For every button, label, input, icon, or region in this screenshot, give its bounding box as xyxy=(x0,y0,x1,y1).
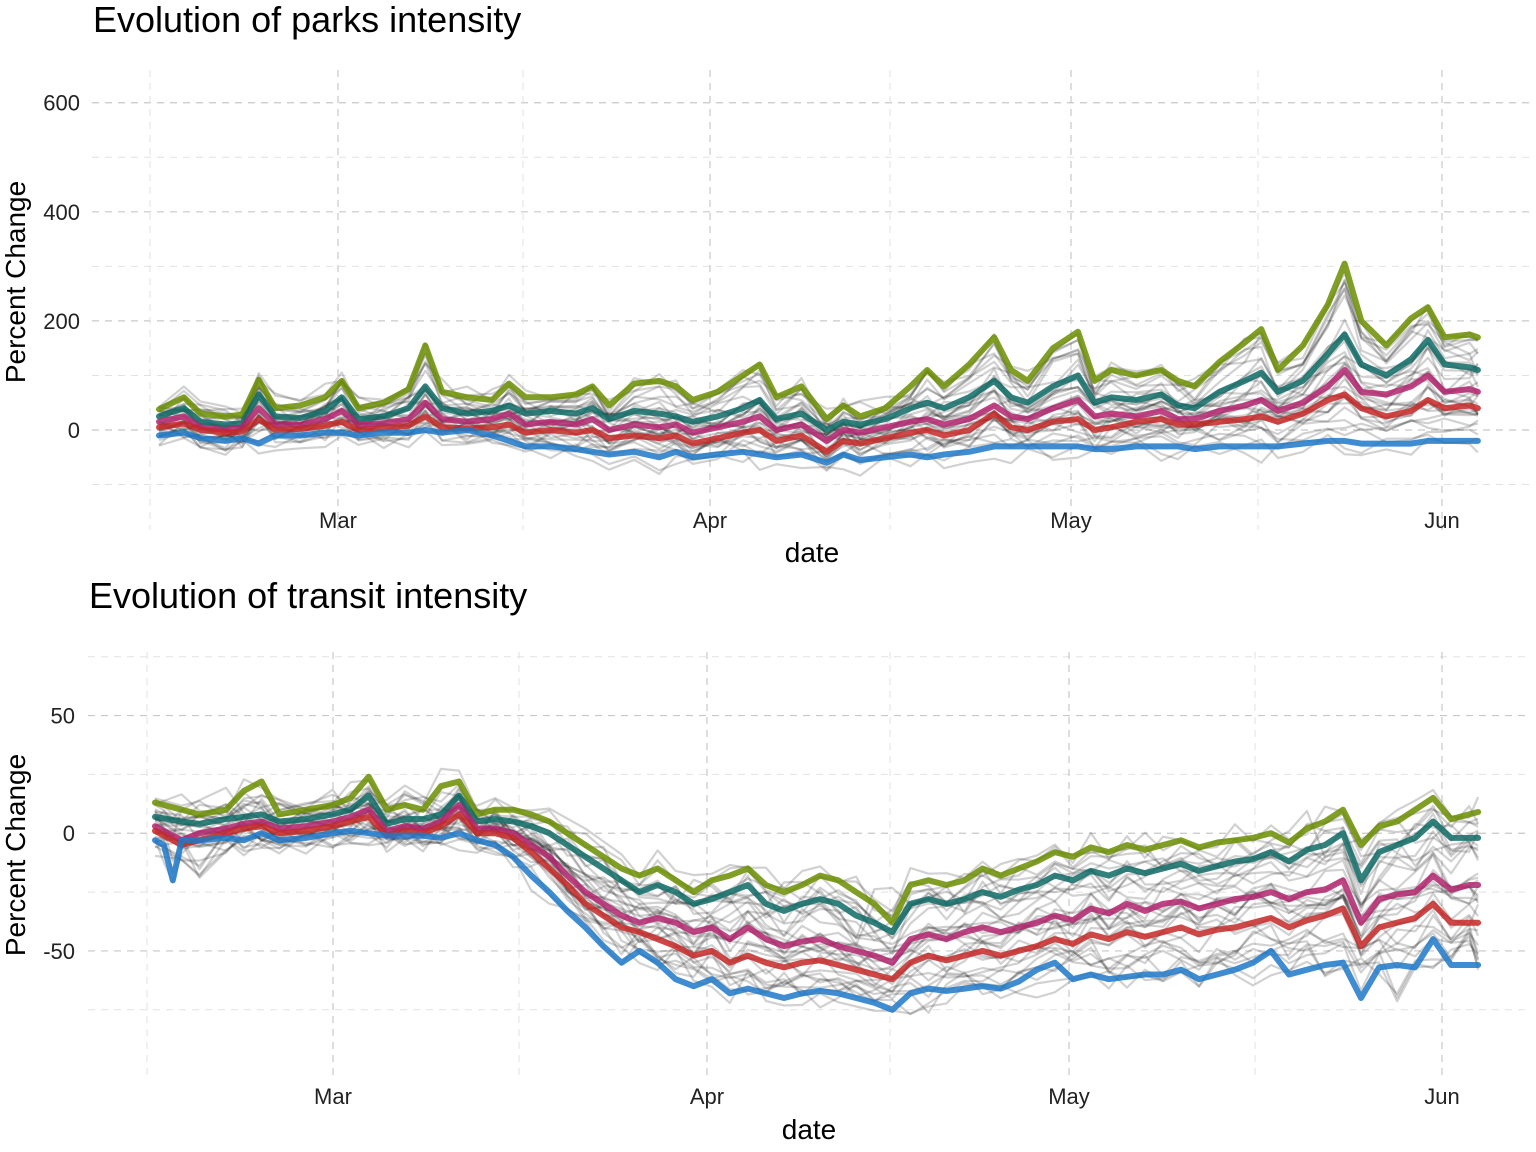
parks-chart: Evolution of parks intensity date Percen… xyxy=(0,0,1530,568)
series-line xyxy=(152,827,1482,1013)
series-line xyxy=(152,811,1482,983)
series-line xyxy=(156,260,1481,423)
background-series-line xyxy=(154,821,1479,998)
y-axis-title: Percent Change xyxy=(0,754,31,956)
x-tick-label: Jun xyxy=(1424,1084,1459,1109)
y-tick-label: 0 xyxy=(68,418,80,443)
series-line xyxy=(156,391,1481,455)
grid-layer xyxy=(92,70,1530,530)
y-tick-label: 600 xyxy=(43,91,80,116)
y-axis-title: Percent Change xyxy=(0,181,31,383)
x-axis-title: date xyxy=(782,1114,837,1145)
background-series-line xyxy=(154,815,1479,993)
series-line xyxy=(156,427,1481,466)
background-series-line xyxy=(154,801,1480,987)
series-line xyxy=(152,792,1482,936)
background-series-line xyxy=(154,807,1480,986)
x-tick-label: Apr xyxy=(693,508,727,533)
x-tick-label: Jun xyxy=(1424,508,1459,533)
chart-title: Evolution of transit intensity xyxy=(89,575,527,616)
y-tick-label: -50 xyxy=(43,939,75,964)
x-tick-label: May xyxy=(1048,1084,1090,1109)
x-tick-label: Mar xyxy=(314,1084,352,1109)
series-line xyxy=(152,773,1482,926)
y-tick-label: 50 xyxy=(51,704,75,729)
x-tick-label: Apr xyxy=(690,1084,724,1109)
background-series-line xyxy=(154,793,1480,969)
background-series-line xyxy=(154,826,1480,1016)
x-tick-label: Mar xyxy=(319,508,357,533)
background-series-line xyxy=(158,279,1479,436)
background-series-line xyxy=(154,791,1480,934)
y-tick-label: 400 xyxy=(43,200,80,225)
background-series-line xyxy=(154,790,1479,932)
series-line xyxy=(156,331,1481,433)
series-layer xyxy=(152,773,1482,1013)
series-layer xyxy=(156,260,1481,466)
series-line xyxy=(156,367,1481,444)
background-series-line xyxy=(154,788,1479,956)
grid-layer xyxy=(88,652,1530,1078)
y-tick-label: 200 xyxy=(43,309,80,334)
chart-title: Evolution of parks intensity xyxy=(93,0,521,40)
tick-labels: -50 0 50 Mar Apr May Jun xyxy=(43,704,1460,1109)
y-tick-label: 0 xyxy=(63,821,75,846)
tick-labels: 0 200 400 600 Mar Apr May Jun xyxy=(43,91,1459,533)
series-line xyxy=(152,802,1482,966)
x-axis-title: date xyxy=(785,537,840,568)
x-tick-label: May xyxy=(1050,508,1092,533)
background-series-line xyxy=(154,821,1479,993)
background-series-line xyxy=(158,428,1479,477)
background-series-line xyxy=(158,287,1479,438)
transit-chart: Evolution of transit intensity date Perc… xyxy=(0,575,1530,1145)
